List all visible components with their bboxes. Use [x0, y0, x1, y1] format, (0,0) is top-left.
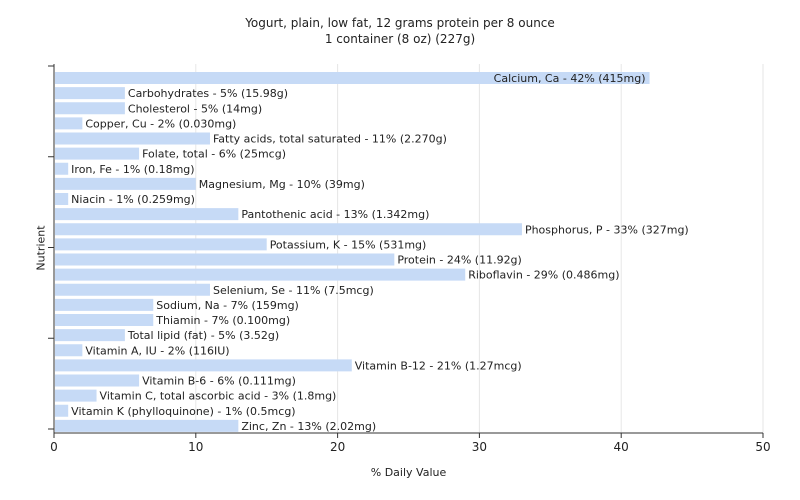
bar-label: Potassium, K - 15% (531mg)	[270, 238, 427, 251]
bar-label: Pantothenic acid - 13% (1.342mg)	[241, 208, 429, 221]
bar	[55, 329, 125, 342]
bar-label: Selenium, Se - 11% (7.5mcg)	[213, 284, 374, 297]
chart-title: Yogurt, plain, low fat, 12 grams protein…	[245, 16, 555, 30]
bar	[55, 419, 239, 432]
bar	[55, 193, 69, 205]
bar-label: Thiamin - 7% (0.100mg)	[155, 314, 290, 327]
bar	[55, 162, 69, 175]
chart-subtitle: 1 container (8 oz) (227g)	[324, 32, 476, 46]
bar	[55, 389, 97, 402]
x-axis-label: % Daily Value	[370, 466, 447, 479]
bar-label: Cholesterol - 5% (14mg)	[128, 102, 262, 115]
bar	[55, 132, 210, 145]
x-tick-label: 0	[50, 440, 58, 454]
bar	[55, 253, 395, 266]
x-tick-label: 30	[472, 440, 487, 454]
bar	[55, 283, 210, 296]
bar-label: Riboflavin - 29% (0.486mg)	[468, 269, 619, 282]
bar-label: Vitamin B-6 - 6% (0.111mg)	[142, 375, 296, 388]
bar-label: Calcium, Ca - 42% (415mg)	[494, 72, 646, 85]
x-tick-label: 40	[614, 440, 629, 454]
bar-label: Copper, Cu - 2% (0.030mg)	[85, 117, 236, 130]
bar-label: Magnesium, Mg - 10% (39mg)	[199, 178, 365, 191]
bars	[55, 72, 650, 432]
bar-label: Fatty acids, total saturated - 11% (2.27…	[213, 133, 447, 146]
bar-label: Sodium, Na - 7% (159mg)	[156, 299, 299, 312]
bar-label: Carbohydrates - 5% (15.98g)	[128, 87, 288, 100]
bar-label: Protein - 24% (11.92g)	[397, 254, 522, 267]
bar	[55, 177, 196, 190]
axes	[48, 64, 764, 438]
bar	[55, 344, 83, 357]
x-tick-label: 20	[330, 440, 345, 454]
bar-label: Vitamin C, total ascorbic acid - 3% (1.8…	[100, 390, 337, 403]
bar-labels: Calcium, Ca - 42% (415mg) Carbohydrates -…	[71, 72, 689, 433]
y-axis-label: Nutrient	[34, 225, 48, 271]
x-tick-label: 10	[188, 440, 203, 454]
bar-label: Vitamin K (phylloquinone) - 1% (0.5mcg)	[71, 405, 295, 418]
bar-label: Vitamin B-12 - 21% (1.27mcg)	[355, 359, 522, 372]
bar	[55, 298, 154, 311]
bar	[55, 238, 267, 251]
bar-label: Folate, total - 6% (25mcg)	[142, 148, 286, 161]
bar-label: Zinc, Zn - 13% (2.02mg)	[241, 420, 376, 433]
bar-label: Total lipid (fat) - 5% (3.52g)	[127, 329, 279, 342]
bar	[55, 72, 650, 84]
bar-label: Vitamin A, IU - 2% (116IU)	[85, 344, 229, 357]
bar-label: Niacin - 1% (0.259mg)	[71, 193, 195, 206]
bar	[55, 268, 466, 281]
bar-label: Phosphorus, P - 33% (327mg)	[525, 223, 689, 236]
bar	[55, 87, 125, 100]
bar	[55, 147, 140, 160]
bar-label: Iron, Fe - 1% (0.18mg)	[71, 163, 194, 176]
bar	[55, 223, 522, 236]
bar	[55, 374, 140, 387]
x-tick-label: 50	[755, 440, 770, 454]
bar	[55, 117, 83, 130]
bar	[55, 102, 125, 115]
bar	[55, 404, 69, 417]
bar	[55, 208, 239, 221]
bar	[55, 359, 352, 372]
x-tick-labels: 0 10 20 30 40 50	[50, 440, 770, 454]
bar	[55, 314, 154, 326]
